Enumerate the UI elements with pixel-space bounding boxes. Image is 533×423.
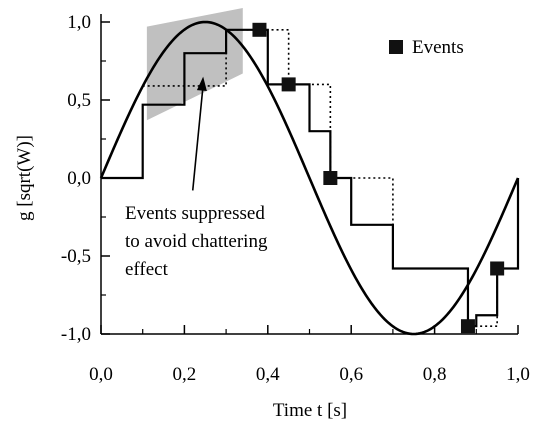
sine-curve	[99, 20, 520, 336]
annotation-text-line: effect	[125, 259, 169, 280]
legend-label: Events	[412, 37, 464, 58]
y-tick-label: 0,0	[67, 168, 91, 189]
dotted-step-line	[142, 29, 519, 327]
legend-marker	[389, 40, 403, 54]
event-marker	[323, 171, 338, 185]
event-marker	[252, 22, 267, 37]
axes: -1,0 -0,5 0,0 0,5 1,0 0,0 0,2 0,4 0,6 0,8 1,0	[61, 12, 530, 385]
x-tick-label: 0,2	[173, 364, 197, 385]
y-axis-label: g [sqrt(W)]	[14, 135, 35, 221]
x-tick-label: 0,6	[339, 364, 363, 385]
events-layer	[252, 22, 505, 334]
shaded-region-layer	[146, 7, 243, 121]
annotation: Events suppressed to avoid chattering effe…	[125, 76, 268, 280]
annotation-arrow-line	[191, 84, 204, 191]
y-tick-label: -0,5	[61, 246, 91, 267]
event-marker	[281, 77, 296, 92]
annotation-text-line: Events suppressed	[125, 203, 265, 224]
x-axis-label: Time t [s]	[273, 400, 347, 421]
x-tick-label: 0,0	[89, 364, 113, 385]
annotation-arrowhead	[196, 76, 207, 91]
y-tick-label: 0,5	[67, 90, 91, 111]
series-layer	[99, 20, 520, 336]
event-marker	[460, 319, 475, 334]
annotation-text-line: to avoid chattering	[125, 231, 268, 252]
shaded-region	[146, 7, 243, 121]
event-marker	[490, 261, 505, 276]
y-tick-label: 1,0	[67, 12, 91, 33]
x-tick-label: 0,8	[423, 364, 447, 385]
legend: Events	[389, 37, 464, 58]
x-tick-label: 0,4	[256, 364, 280, 385]
solid-step-line	[101, 28, 520, 328]
x-tick-label: 1,0	[506, 364, 530, 385]
y-tick-label: -1,0	[61, 324, 91, 345]
